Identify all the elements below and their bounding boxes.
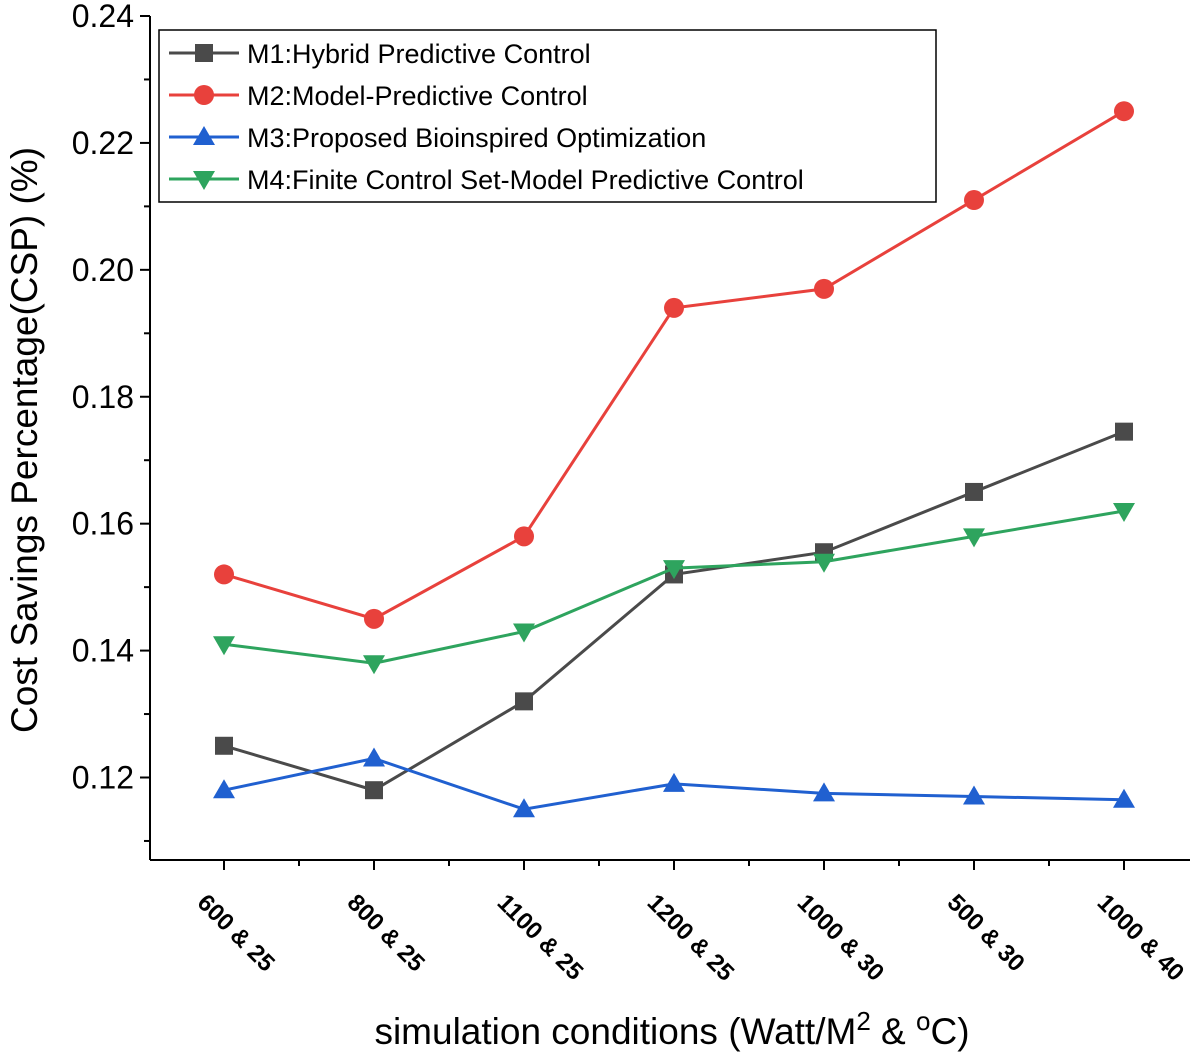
series-layer (213, 101, 1135, 818)
x-tick-label: 1000 & 40 (1092, 889, 1189, 986)
data-point (364, 608, 384, 629)
legend-label: M2:Model-Predictive Control (247, 81, 588, 111)
legend: M1:Hybrid Predictive Control M2:Model-Pre… (158, 29, 937, 203)
legend-entry: M1:Hybrid Predictive Control (169, 39, 591, 69)
x-tick-label: 1100 & 25 (492, 889, 588, 985)
x-tick-label: 600 & 25 (192, 889, 280, 977)
data-point (214, 564, 234, 585)
legend-marker (194, 85, 214, 105)
y-tick-label: 0.18 (72, 379, 134, 415)
legend-label: M3:Proposed Bioinspired Optimization (247, 123, 706, 153)
legend-entry: M4:Finite Control Set-Model Predictive C… (169, 165, 804, 195)
data-point (215, 736, 233, 755)
data-point (814, 278, 834, 299)
x-tick-label: 1000 & 30 (792, 889, 889, 986)
series-line (223, 509, 1125, 665)
data-point (1114, 101, 1134, 122)
data-point (963, 528, 985, 548)
x-axis-title: simulation conditions (Watt/M2 & oC) (374, 1006, 969, 1052)
y-axis-title: Cost Savings Percentage(CSP) (%) (4, 147, 45, 733)
legend-entry: M2:Model-Predictive Control (169, 81, 588, 111)
series-1 (215, 422, 1133, 800)
data-point (963, 785, 985, 805)
legend-label: M1:Hybrid Predictive Control (247, 39, 591, 69)
y-tick-label: 0.12 (72, 760, 134, 796)
data-point (515, 692, 533, 711)
series-3 (213, 747, 1135, 818)
y-tick-label: 0.20 (72, 252, 134, 288)
data-point (513, 798, 535, 818)
legend-marker (193, 171, 215, 190)
data-point (965, 482, 983, 501)
y-tick-label: 0.16 (72, 506, 134, 542)
data-point (513, 623, 535, 643)
y-tick-label: 0.14 (72, 633, 134, 669)
data-point (1113, 788, 1135, 808)
data-point (514, 526, 534, 547)
data-point (363, 747, 385, 767)
x-tick-label: 500 & 30 (942, 889, 1030, 977)
x-tick-label: 800 & 25 (342, 889, 430, 977)
legend-label: M4:Finite Control Set-Model Predictive C… (247, 165, 804, 195)
data-point (365, 781, 383, 800)
data-point (964, 190, 984, 211)
y-tick-label: 0.24 (72, 0, 134, 34)
y-tick-label: 0.22 (72, 125, 134, 161)
legend-box (158, 29, 937, 203)
series-2 (214, 101, 1134, 629)
series-4 (213, 502, 1135, 675)
data-point (813, 782, 835, 802)
x-tick-label: 1200 & 25 (642, 889, 739, 986)
data-point (213, 636, 235, 656)
data-point (363, 655, 385, 675)
data-point (813, 553, 835, 573)
legend-marker (193, 126, 215, 145)
data-point (663, 560, 685, 580)
data-point (664, 297, 684, 318)
data-point (663, 772, 685, 792)
data-point (1113, 502, 1135, 522)
legend-entry: M3:Proposed Bioinspired Optimization (169, 123, 706, 153)
legend-marker (195, 44, 213, 62)
series-line (223, 430, 1125, 792)
data-point (213, 779, 235, 799)
data-point (1115, 422, 1133, 441)
